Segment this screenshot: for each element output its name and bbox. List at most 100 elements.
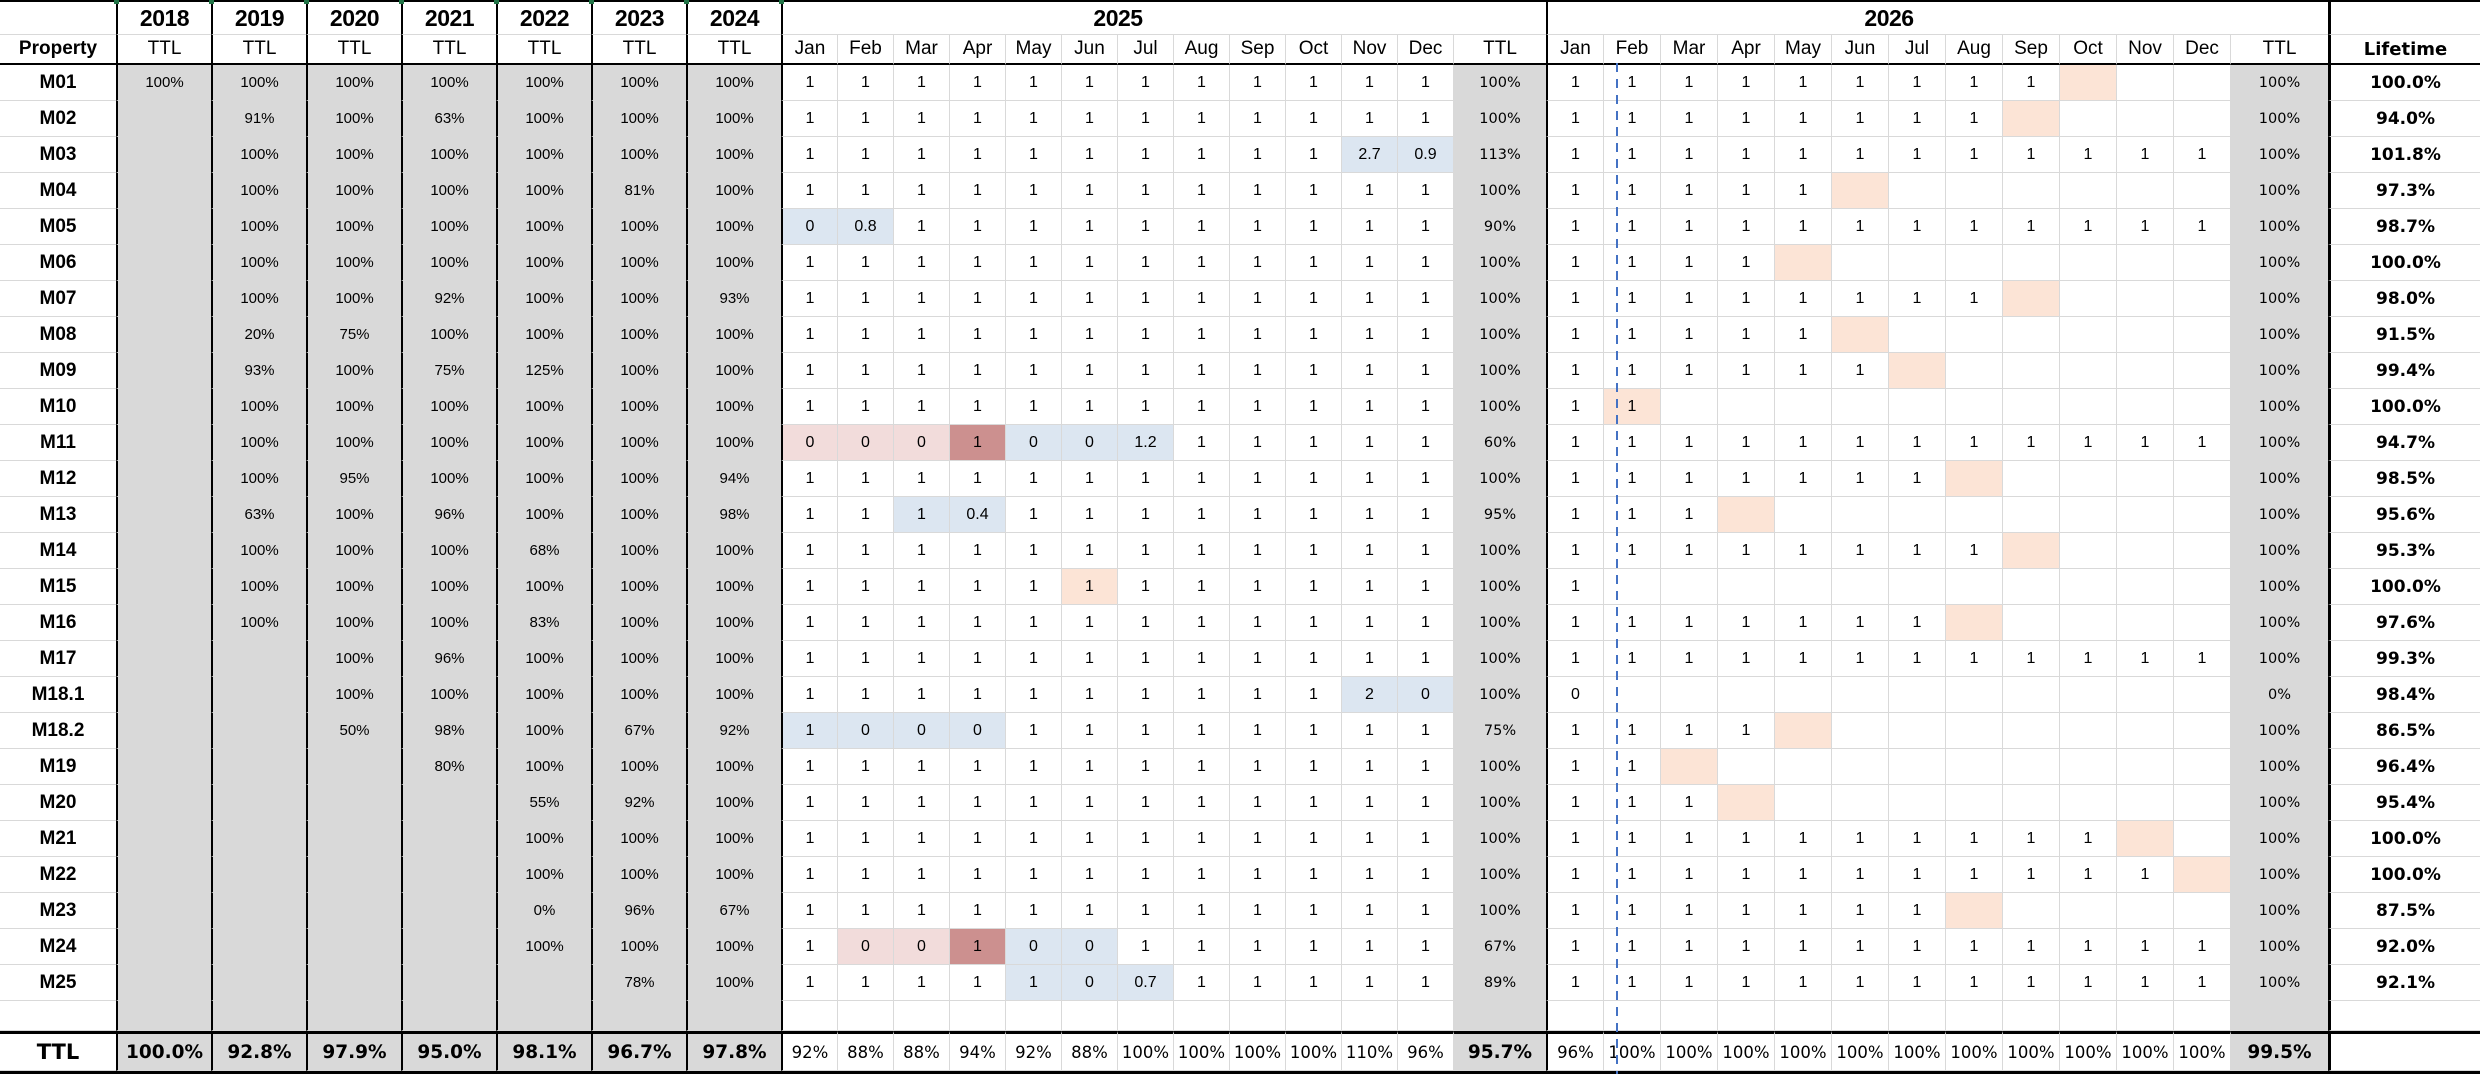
cell-M19-2026-jun[interactable] [1831, 749, 1888, 785]
cell-M24-2023-ttl[interactable]: 100% [591, 929, 686, 965]
year-ttl-header-2022[interactable]: TTL [496, 35, 591, 65]
cell-M04-2025-jun[interactable]: 1 [1061, 173, 1117, 209]
cell-M09-2025-oct[interactable]: 1 [1285, 353, 1341, 389]
cell-M16-2025-oct[interactable]: 1 [1285, 605, 1341, 641]
cell-M11-2026-may[interactable]: 1 [1774, 425, 1831, 461]
cell-M19-2018-ttl[interactable] [116, 749, 211, 785]
cell-M08-2025-oct[interactable]: 1 [1285, 317, 1341, 353]
cell-M11-2025-feb[interactable]: 0 [837, 425, 893, 461]
cell-M11-2022-ttl[interactable]: 100% [496, 425, 591, 461]
cell-M15-2025-may[interactable]: 1 [1005, 569, 1061, 605]
cell-M07-2018-ttl[interactable] [116, 281, 211, 317]
spacer-2025-aug[interactable] [1173, 1001, 1229, 1031]
year-header-2021[interactable]: 2021 [401, 2, 496, 35]
cell-M11-2021-ttl[interactable]: 100% [401, 425, 496, 461]
cell-M06-2025-dec[interactable]: 1 [1397, 245, 1453, 281]
cell-M08-2026-jun[interactable] [1831, 317, 1888, 353]
cell-M14-2026-ttl[interactable]: 100% [2230, 533, 2328, 569]
cell-M14-2026-jan[interactable]: 1 [1546, 533, 1603, 569]
cell-M25-2024-ttl[interactable]: 100% [686, 965, 781, 1001]
cell-M01-2026-feb[interactable]: 1 [1603, 65, 1660, 101]
cell-M13-2025-nov[interactable]: 1 [1341, 497, 1397, 533]
cell-M04-2024-ttl[interactable]: 100% [686, 173, 781, 209]
cell-M05-2026-jan[interactable]: 1 [1546, 209, 1603, 245]
cell-M13-2026-jul[interactable] [1888, 497, 1945, 533]
cell-M24-2020-ttl[interactable] [306, 929, 401, 965]
cell-M12-2021-ttl[interactable]: 100% [401, 461, 496, 497]
cell-M22-2025-apr[interactable]: 1 [949, 857, 1005, 893]
cell-M14-2025-ttl[interactable]: 100% [1453, 533, 1546, 569]
cell-M19-2026-mar[interactable] [1660, 749, 1717, 785]
cell-M23-lifetime[interactable]: 87.5% [2328, 893, 2480, 929]
cell-M22-2021-ttl[interactable] [401, 857, 496, 893]
cell-M15-2026-ttl[interactable]: 100% [2230, 569, 2328, 605]
total-2025-ttl[interactable]: 95.7% [1453, 1031, 1546, 1071]
cell-M11-2025-jan[interactable]: 0 [781, 425, 837, 461]
cell-M22-2025-ttl[interactable]: 100% [1453, 857, 1546, 893]
total-2025-mar[interactable]: 88% [893, 1031, 949, 1071]
cell-M25-2025-oct[interactable]: 1 [1285, 965, 1341, 1001]
cell-M05-2020-ttl[interactable]: 100% [306, 209, 401, 245]
row-label-M08[interactable]: M08 [0, 317, 116, 353]
spacer-2018[interactable] [116, 1001, 211, 1031]
cell-M18.2-2025-may[interactable]: 1 [1005, 713, 1061, 749]
cell-M08-2025-jan[interactable]: 1 [781, 317, 837, 353]
cell-M08-2025-feb[interactable]: 1 [837, 317, 893, 353]
row-label-M23[interactable]: M23 [0, 893, 116, 929]
cell-M18.2-2026-jul[interactable] [1888, 713, 1945, 749]
cell-M12-2022-ttl[interactable]: 100% [496, 461, 591, 497]
cell-M14-2025-may[interactable]: 1 [1005, 533, 1061, 569]
cell-M04-2026-sep[interactable] [2002, 173, 2059, 209]
cell-M01-2026-dec[interactable] [2173, 65, 2230, 101]
cell-M21-2025-feb[interactable]: 1 [837, 821, 893, 857]
cell-M01-2026-jun[interactable]: 1 [1831, 65, 1888, 101]
cell-M06-2023-ttl[interactable]: 100% [591, 245, 686, 281]
cell-M13-2025-ttl[interactable]: 95% [1453, 497, 1546, 533]
cell-M17-2026-aug[interactable]: 1 [1945, 641, 2002, 677]
cell-M21-2025-nov[interactable]: 1 [1341, 821, 1397, 857]
cell-M23-2025-aug[interactable]: 1 [1173, 893, 1229, 929]
cell-M06-2025-jul[interactable]: 1 [1117, 245, 1173, 281]
cell-M20-2025-ttl[interactable]: 100% [1453, 785, 1546, 821]
cell-M25-2025-may[interactable]: 1 [1005, 965, 1061, 1001]
cell-M20-2026-jan[interactable]: 1 [1546, 785, 1603, 821]
cell-M16-2019-ttl[interactable]: 100% [211, 605, 306, 641]
cell-M07-2026-mar[interactable]: 1 [1660, 281, 1717, 317]
cell-M06-2025-jan[interactable]: 1 [781, 245, 837, 281]
row-label-M18.1[interactable]: M18.1 [0, 677, 116, 713]
cell-M09-2024-ttl[interactable]: 100% [686, 353, 781, 389]
cell-M04-2025-sep[interactable]: 1 [1229, 173, 1285, 209]
cell-M25-2026-aug[interactable]: 1 [1945, 965, 2002, 1001]
cell-M11-2025-mar[interactable]: 0 [893, 425, 949, 461]
cell-M13-2021-ttl[interactable]: 96% [401, 497, 496, 533]
cell-M21-2022-ttl[interactable]: 100% [496, 821, 591, 857]
cell-M04-2025-aug[interactable]: 1 [1173, 173, 1229, 209]
cell-M02-2025-dec[interactable]: 1 [1397, 101, 1453, 137]
cell-M21-2026-nov[interactable] [2116, 821, 2173, 857]
cell-M04-2021-ttl[interactable]: 100% [401, 173, 496, 209]
cell-M14-2026-mar[interactable]: 1 [1660, 533, 1717, 569]
cell-M05-2025-apr[interactable]: 1 [949, 209, 1005, 245]
cell-M05-2025-mar[interactable]: 1 [893, 209, 949, 245]
cell-M18.1-2025-sep[interactable]: 1 [1229, 677, 1285, 713]
cell-M07-2026-jul[interactable]: 1 [1888, 281, 1945, 317]
cell-M21-2026-ttl[interactable]: 100% [2230, 821, 2328, 857]
total-2025-apr[interactable]: 94% [949, 1031, 1005, 1071]
cell-M13-2026-oct[interactable] [2059, 497, 2116, 533]
cell-M25-2025-nov[interactable]: 1 [1341, 965, 1397, 1001]
cell-M08-2026-ttl[interactable]: 100% [2230, 317, 2328, 353]
cell-M02-2026-jul[interactable]: 1 [1888, 101, 1945, 137]
cell-M01-2025-may[interactable]: 1 [1005, 65, 1061, 101]
cell-M22-2026-may[interactable]: 1 [1774, 857, 1831, 893]
cell-M17-2022-ttl[interactable]: 100% [496, 641, 591, 677]
cell-M04-2025-oct[interactable]: 1 [1285, 173, 1341, 209]
cell-M02-2025-jan[interactable]: 1 [781, 101, 837, 137]
cell-M04-2025-nov[interactable]: 1 [1341, 173, 1397, 209]
cell-M25-2025-dec[interactable]: 1 [1397, 965, 1453, 1001]
cell-M20-2026-sep[interactable] [2002, 785, 2059, 821]
cell-M09-2026-jan[interactable]: 1 [1546, 353, 1603, 389]
cell-M18.2-2025-jun[interactable]: 1 [1061, 713, 1117, 749]
cell-M21-2024-ttl[interactable]: 100% [686, 821, 781, 857]
cell-M21-2026-jan[interactable]: 1 [1546, 821, 1603, 857]
cell-M11-2026-jul[interactable]: 1 [1888, 425, 1945, 461]
